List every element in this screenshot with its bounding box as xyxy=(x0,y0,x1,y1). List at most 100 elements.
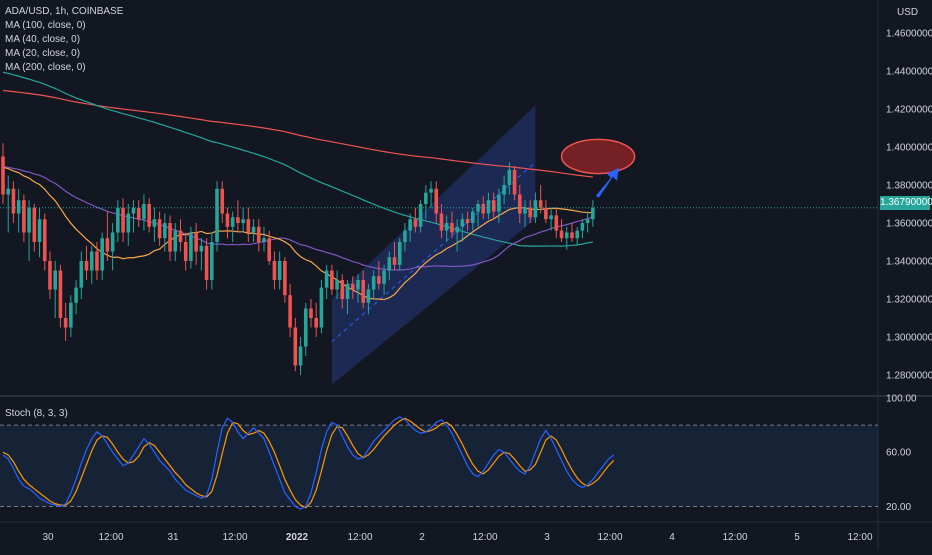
candle xyxy=(246,207,251,242)
indicator-ma20[interactable]: MA (20, close, 0) xyxy=(5,48,81,59)
candle xyxy=(220,181,225,223)
stoch-band xyxy=(0,425,878,507)
candle-body xyxy=(256,226,261,242)
time-tick-label: 12:00 xyxy=(347,532,372,543)
candle xyxy=(356,274,360,303)
candle xyxy=(439,204,444,239)
candle xyxy=(215,181,219,252)
stoch-indicator-title[interactable]: Stoch (8, 3, 3) xyxy=(5,408,68,419)
ma40-line xyxy=(2,166,594,271)
candle xyxy=(225,207,230,239)
candle-body xyxy=(450,223,454,233)
time-tick-label: 12:00 xyxy=(222,532,247,543)
candle xyxy=(157,211,162,246)
candle xyxy=(131,200,136,233)
candle-body xyxy=(147,204,151,227)
price-tick-label: 1.42000000 xyxy=(886,105,932,116)
candle-body xyxy=(121,207,125,233)
candle xyxy=(267,230,272,265)
candle xyxy=(53,261,57,318)
candle xyxy=(314,302,318,337)
candle-body xyxy=(382,270,386,284)
candle xyxy=(210,232,214,290)
candle xyxy=(89,245,94,284)
candle xyxy=(564,226,569,250)
candle-body xyxy=(204,245,209,280)
candle xyxy=(95,242,99,280)
candle-body xyxy=(53,270,57,290)
candle xyxy=(152,207,157,242)
candle-body xyxy=(533,200,538,218)
candle xyxy=(100,232,104,280)
candle xyxy=(178,219,183,252)
candle-body xyxy=(116,207,120,233)
candle xyxy=(199,238,204,271)
candle-body xyxy=(136,207,141,220)
indicator-ma100[interactable]: MA (100, close, 0) xyxy=(5,20,86,31)
price-tick-label: 1.46000000 xyxy=(886,29,932,40)
time-tick-label: 12:00 xyxy=(847,532,872,543)
candle xyxy=(471,207,475,231)
indicator-ma40[interactable]: MA (40, close, 0) xyxy=(5,34,81,45)
candle xyxy=(262,226,266,252)
candle-body xyxy=(471,211,475,223)
candle-body xyxy=(210,242,214,280)
candle xyxy=(544,200,548,223)
symbol-title[interactable]: ADA/USD, 1h, COINBASE xyxy=(5,6,124,17)
candle xyxy=(121,198,125,242)
candle-body xyxy=(585,219,590,223)
candle-body xyxy=(570,232,574,239)
candle-body xyxy=(424,192,428,204)
candle xyxy=(298,337,303,375)
candle-body xyxy=(267,238,272,261)
candle xyxy=(74,280,78,315)
time-tick-label: 3 xyxy=(544,532,550,543)
candle-body xyxy=(392,257,397,265)
candle-body xyxy=(178,230,183,242)
candle xyxy=(42,213,47,271)
candle-body xyxy=(37,219,42,242)
candle-body xyxy=(319,287,324,328)
candle-body xyxy=(246,219,251,233)
candle-body xyxy=(74,287,78,303)
candle xyxy=(397,238,402,271)
candle-body xyxy=(314,318,318,328)
candle xyxy=(554,207,559,239)
candle xyxy=(424,185,428,220)
candle-body xyxy=(397,242,402,265)
candle xyxy=(6,175,11,233)
candle-body xyxy=(79,261,84,288)
candle-body xyxy=(95,251,99,271)
candle xyxy=(465,211,470,231)
ma100-line xyxy=(2,71,593,247)
candle-body xyxy=(538,200,543,208)
time-tick-label: 31 xyxy=(167,532,179,543)
price-tick-label: 1.32000000 xyxy=(886,295,932,306)
candle-body xyxy=(564,232,569,239)
price-tick-label: 1.38000000 xyxy=(886,181,932,192)
indicator-ma200[interactable]: MA (200, close, 0) xyxy=(5,62,86,73)
candle xyxy=(16,188,21,233)
ma200-line xyxy=(2,89,593,178)
candle xyxy=(84,245,89,280)
candle xyxy=(272,251,277,290)
candle-body xyxy=(377,276,381,284)
candle-body xyxy=(58,270,63,318)
candle-body xyxy=(309,308,313,318)
candle-body xyxy=(293,327,298,366)
candle-body xyxy=(1,156,5,195)
candle-body xyxy=(434,188,439,214)
candle-body xyxy=(523,207,527,214)
candle-body xyxy=(591,207,595,220)
candle-body xyxy=(142,204,146,220)
candle xyxy=(58,264,63,328)
time-tick-label: 12:00 xyxy=(98,532,123,543)
candle-body xyxy=(444,223,449,231)
candle xyxy=(230,211,235,242)
candle xyxy=(183,232,188,271)
candle xyxy=(549,207,553,231)
candle xyxy=(1,143,5,204)
candle-body xyxy=(225,213,230,227)
candle xyxy=(324,264,329,299)
